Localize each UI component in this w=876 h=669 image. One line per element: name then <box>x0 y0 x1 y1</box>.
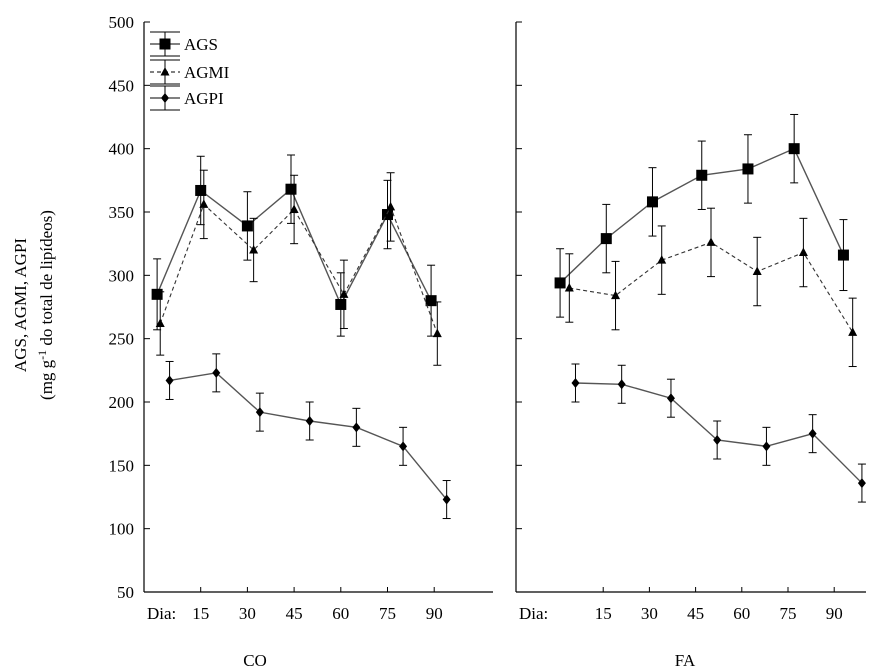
point-agpi <box>255 407 264 418</box>
y-tick-label: 100 <box>109 520 135 539</box>
point-agpi <box>808 428 817 439</box>
legend-label-agmi: AGMI <box>184 63 230 82</box>
panel-fa: 15 30 45 60 75 90 Dia: FA <box>515 21 866 669</box>
point-ags <box>335 298 347 310</box>
y-tick-label: 350 <box>109 203 135 222</box>
y-tick-label: 450 <box>109 76 135 95</box>
y-tick-label: 300 <box>109 266 135 285</box>
legend-label-ags: AGS <box>184 35 218 54</box>
point-agmi <box>798 247 808 257</box>
x-tick-label: 30 <box>239 604 256 623</box>
point-ags <box>788 143 800 155</box>
panel-co: 50 100 150 200 250 300 350 400 450 500 15 30 45 60 75 9… <box>109 13 493 669</box>
point-agpi <box>713 435 722 445</box>
point-ags <box>696 169 708 181</box>
point-agpi <box>165 375 174 386</box>
legend-label-agpi: AGPI <box>184 89 224 108</box>
panel-label: CO <box>243 651 267 669</box>
point-agpi <box>442 494 451 505</box>
point-agpi <box>352 422 361 433</box>
point-ags <box>600 233 612 245</box>
point-agmi <box>611 290 621 300</box>
point-agpi <box>666 393 675 404</box>
x-tick-label: 75 <box>379 604 396 623</box>
x-tick-label: 15 <box>595 604 612 623</box>
y-tick-label: 400 <box>109 140 135 159</box>
y-tick-label: 500 <box>109 13 135 32</box>
point-ags <box>241 220 253 232</box>
point-agmi <box>706 237 716 246</box>
point-agmi <box>564 283 574 292</box>
point-agmi <box>386 201 396 211</box>
y-axis-label-line1: AGS, AGMI, AGPI <box>11 238 30 372</box>
legend-marker-agmi <box>160 67 170 76</box>
y-axis-label-line2: (mg g-1 do total de lipídeos) <box>35 210 56 400</box>
point-ags <box>646 196 658 208</box>
point-agmi <box>289 204 299 213</box>
point-ags <box>195 184 207 196</box>
point-agpi <box>762 441 771 452</box>
x-axis-prefix-label: Dia: <box>519 604 548 623</box>
legend: AGS AGMI AGPI <box>150 31 230 111</box>
point-ags <box>554 277 566 289</box>
point-ags <box>382 209 393 221</box>
point-agmi <box>155 318 165 327</box>
point-agmi <box>848 327 858 336</box>
point-agmi <box>199 199 209 208</box>
y-tick-label: 50 <box>117 583 134 602</box>
point-agmi <box>339 289 349 298</box>
series-line-agpi <box>169 372 448 500</box>
x-tick-label: 45 <box>286 604 303 623</box>
series-line-agmi <box>159 203 438 334</box>
point-agpi <box>617 379 626 390</box>
y-axis-label: AGS, AGMI, AGPI (mg g-1 do total de lipí… <box>11 210 56 400</box>
x-axis-prefix-label: Dia: <box>147 604 176 623</box>
x-tick-label: 30 <box>641 604 658 623</box>
point-agmi <box>752 266 762 276</box>
point-agpi <box>857 478 866 489</box>
point-agmi <box>432 328 442 338</box>
x-tick-label: 15 <box>192 604 209 623</box>
y-tick-label: 200 <box>109 393 135 412</box>
point-agpi <box>305 416 314 426</box>
series-line-agpi <box>575 382 863 484</box>
point-ags <box>837 249 849 261</box>
point-agpi <box>571 378 580 388</box>
x-tick-label: 60 <box>733 604 750 623</box>
x-tick-label: 60 <box>332 604 349 623</box>
point-ags <box>425 295 437 307</box>
legend-marker-ags <box>159 38 171 50</box>
y-tick-label: 250 <box>109 330 135 349</box>
point-agpi <box>212 367 221 378</box>
point-agpi <box>399 441 408 452</box>
point-agmi <box>657 255 667 264</box>
x-tick-label: 90 <box>826 604 843 623</box>
point-ags <box>285 183 297 195</box>
point-ags <box>151 288 163 300</box>
x-tick-label: 90 <box>426 604 443 623</box>
panel-label: FA <box>675 651 696 669</box>
legend-marker-agpi <box>161 93 169 103</box>
x-tick-label: 75 <box>780 604 797 623</box>
point-ags <box>742 163 754 175</box>
x-tick-label: 45 <box>687 604 704 623</box>
y-tick-label: 150 <box>109 456 135 475</box>
point-agmi <box>249 245 259 254</box>
